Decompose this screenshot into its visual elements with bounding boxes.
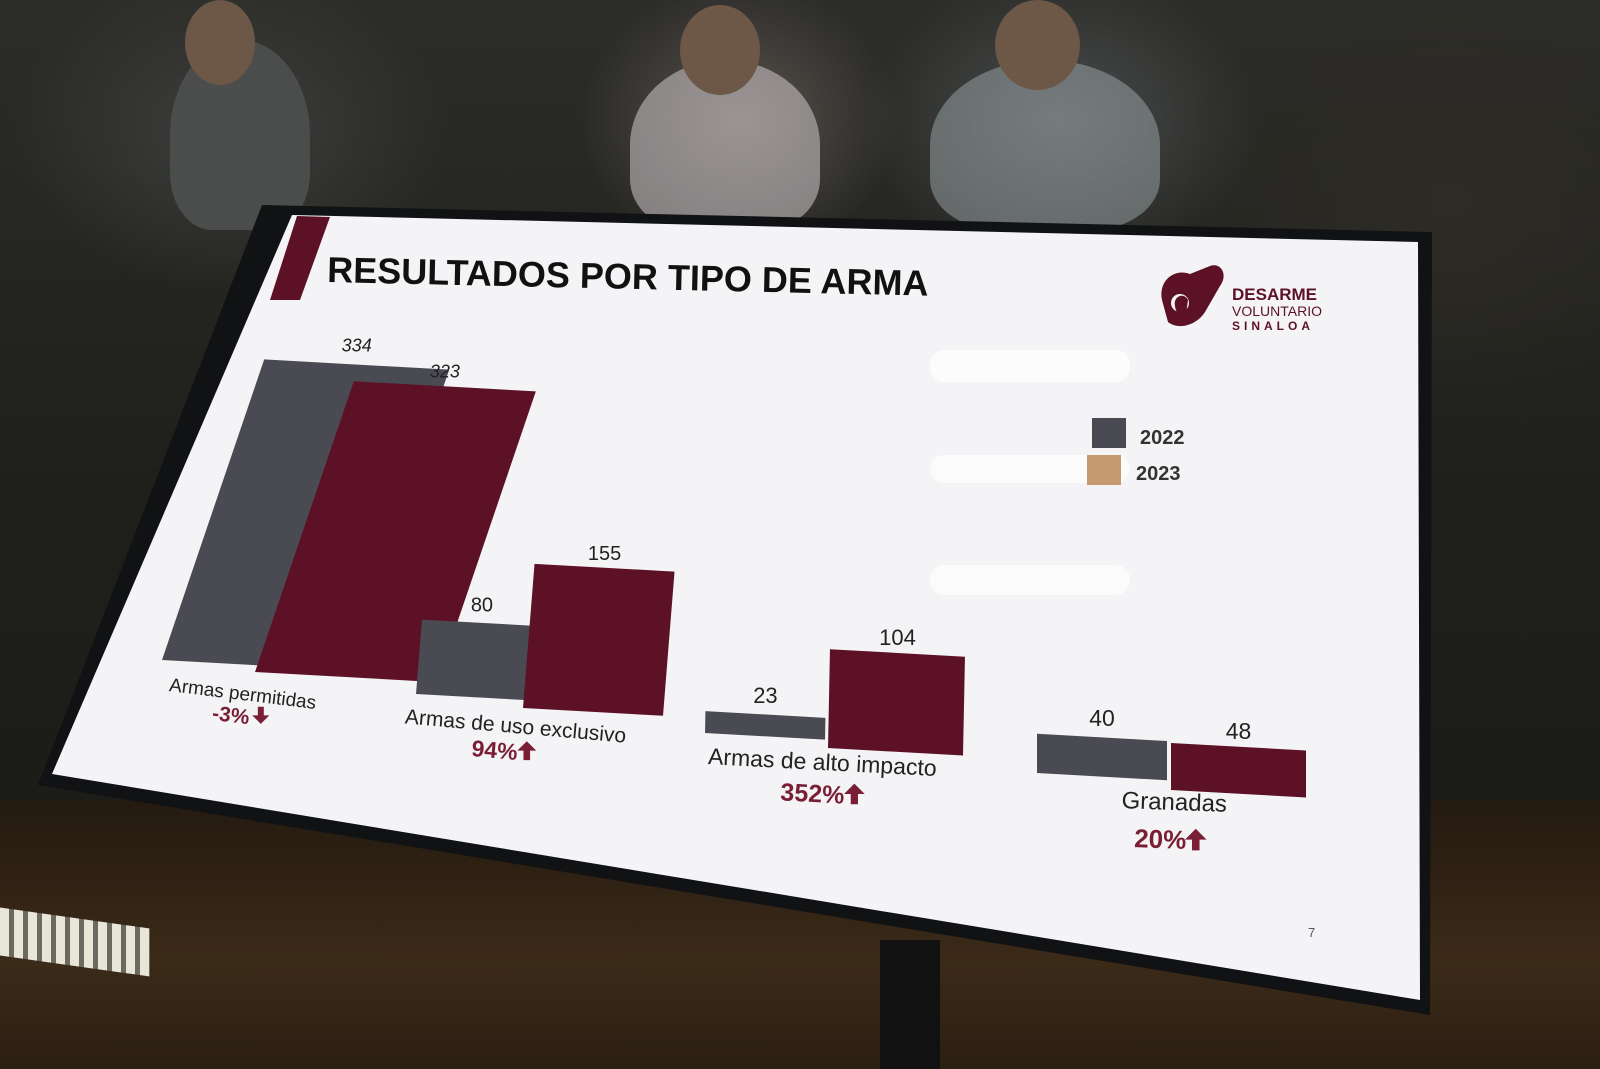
legend: 2022 2023 xyxy=(1087,418,1185,485)
data-label: 334 xyxy=(342,335,372,355)
audience-head xyxy=(995,0,1080,90)
data-label: 155 xyxy=(588,543,621,565)
arrow-up-icon xyxy=(844,783,865,805)
page-number: 7 xyxy=(1308,925,1315,940)
monitor-stand xyxy=(880,940,940,1069)
title-accent-bar xyxy=(270,216,330,300)
bar-2022 xyxy=(416,619,542,701)
change-label: 94% xyxy=(471,735,519,765)
bar-2022 xyxy=(705,711,826,740)
logo-line2: VOLUNTARIO xyxy=(1232,303,1322,319)
bar-2023 xyxy=(523,563,675,716)
logo-line3: SINALOA xyxy=(1232,319,1314,333)
arrow-down-icon xyxy=(252,706,270,724)
screen-glare xyxy=(930,455,1130,483)
legend-label-2023: 2023 xyxy=(1136,463,1181,485)
legend-label-2022: 2022 xyxy=(1140,427,1185,449)
data-label: 40 xyxy=(1089,705,1115,731)
data-label: 323 xyxy=(430,361,460,381)
arrow-up-icon xyxy=(1184,828,1207,851)
change-label: 352% xyxy=(780,778,845,809)
change-label: 20% xyxy=(1134,823,1187,855)
screen-glare xyxy=(930,350,1130,382)
data-label: 104 xyxy=(879,625,916,650)
change-label: -3% xyxy=(211,702,251,729)
logo: DESARME VOLUNTARIO SINALOA xyxy=(1161,265,1322,333)
audience-head xyxy=(680,5,760,95)
legend-swatch-2022 xyxy=(1092,418,1126,448)
bar-2022 xyxy=(1037,733,1167,781)
data-label: 23 xyxy=(753,683,777,708)
logo-line1: DESARME xyxy=(1232,285,1317,304)
bar-2023 xyxy=(828,649,965,756)
hands-icon xyxy=(1161,265,1224,327)
data-label: 80 xyxy=(471,595,493,617)
bar-2023 xyxy=(1171,742,1306,798)
data-label: 48 xyxy=(1226,718,1252,744)
category-label: Granadas xyxy=(1121,787,1227,818)
audience-head xyxy=(185,0,255,85)
arrow-up-icon xyxy=(517,741,537,761)
screen-glare xyxy=(930,565,1130,595)
legend-swatch-2023 xyxy=(1087,455,1121,485)
bar-2023 xyxy=(255,381,536,683)
